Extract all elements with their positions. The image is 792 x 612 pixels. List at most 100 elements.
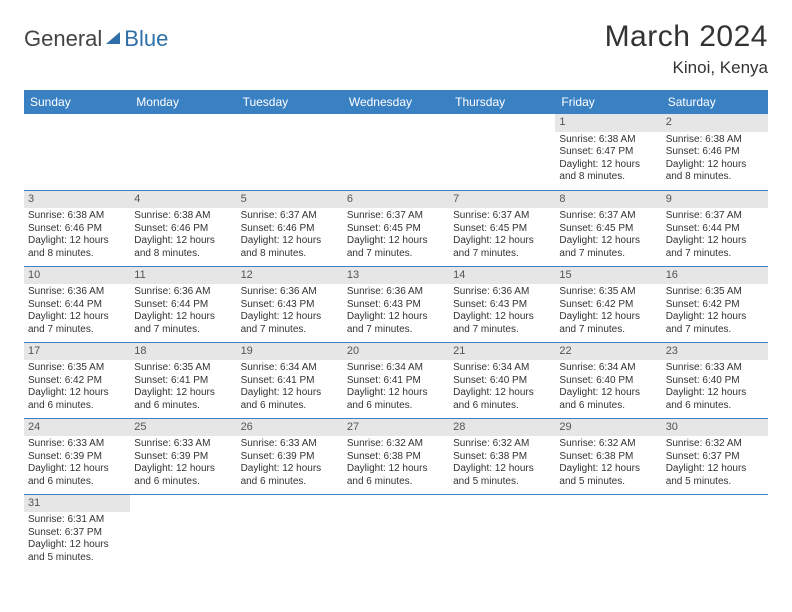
calendar-cell: 2 Sunrise: 6:38 AMSunset: 6:46 PMDaylight… — [662, 114, 768, 190]
calendar-cell: 14Sunrise: 6:36 AMSunset: 6:43 PMDayligh… — [449, 266, 555, 342]
logo-text-general: General — [24, 26, 102, 52]
calendar-cell: 22Sunrise: 6:34 AMSunset: 6:40 PMDayligh… — [555, 342, 661, 418]
calendar-cell: 16Sunrise: 6:35 AMSunset: 6:42 PMDayligh… — [662, 266, 768, 342]
calendar-cell — [343, 494, 449, 570]
title-block: March 2024 Kinoi, Kenya — [605, 20, 768, 78]
calendar-cell: 9Sunrise: 6:37 AMSunset: 6:44 PMDaylight… — [662, 190, 768, 266]
day-number: 31 — [24, 495, 130, 513]
calendar-cell: 15Sunrise: 6:35 AMSunset: 6:42 PMDayligh… — [555, 266, 661, 342]
day-details: Sunrise: 6:37 AMSunset: 6:44 PMDaylight:… — [666, 210, 764, 260]
calendar-cell: 10Sunrise: 6:36 AMSunset: 6:44 PMDayligh… — [24, 266, 130, 342]
day-details: Sunrise: 6:33 AMSunset: 6:40 PMDaylight:… — [666, 362, 764, 412]
weekday-header: Wednesday — [343, 90, 449, 114]
day-details: Sunrise: 6:36 AMSunset: 6:44 PMDaylight:… — [134, 286, 232, 336]
day-details: Sunrise: 6:35 AMSunset: 6:42 PMDaylight:… — [559, 286, 657, 336]
calendar-table: Sunday Monday Tuesday Wednesday Thursday… — [24, 90, 768, 570]
weekday-header: Saturday — [662, 90, 768, 114]
day-number: 13 — [343, 267, 449, 285]
day-details: Sunrise: 6:38 AMSunset: 6:46 PMDaylight:… — [28, 210, 126, 260]
day-number: 27 — [343, 419, 449, 437]
header: General Blue March 2024 Kinoi, Kenya — [24, 20, 768, 78]
day-number: 2 — [662, 114, 768, 132]
day-details: Sunrise: 6:34 AMSunset: 6:41 PMDaylight:… — [347, 362, 445, 412]
day-number: 28 — [449, 419, 555, 437]
day-number: 25 — [130, 419, 236, 437]
calendar-cell: 30Sunrise: 6:32 AMSunset: 6:37 PMDayligh… — [662, 418, 768, 494]
calendar-cell: 19Sunrise: 6:34 AMSunset: 6:41 PMDayligh… — [237, 342, 343, 418]
day-details: Sunrise: 6:33 AMSunset: 6:39 PMDaylight:… — [134, 438, 232, 488]
day-details: Sunrise: 6:35 AMSunset: 6:42 PMDaylight:… — [666, 286, 764, 336]
calendar-row: 17Sunrise: 6:35 AMSunset: 6:42 PMDayligh… — [24, 342, 768, 418]
calendar-cell — [343, 114, 449, 190]
day-details: Sunrise: 6:38 AMSunset: 6:46 PMDaylight:… — [666, 134, 764, 184]
day-number: 12 — [237, 267, 343, 285]
calendar-cell: 13Sunrise: 6:36 AMSunset: 6:43 PMDayligh… — [343, 266, 449, 342]
day-details: Sunrise: 6:36 AMSunset: 6:43 PMDaylight:… — [347, 286, 445, 336]
calendar-cell — [555, 494, 661, 570]
day-details: Sunrise: 6:38 AMSunset: 6:47 PMDaylight:… — [559, 134, 657, 184]
weekday-header: Friday — [555, 90, 661, 114]
day-details: Sunrise: 6:36 AMSunset: 6:43 PMDaylight:… — [241, 286, 339, 336]
day-details: Sunrise: 6:36 AMSunset: 6:43 PMDaylight:… — [453, 286, 551, 336]
calendar-cell: 26Sunrise: 6:33 AMSunset: 6:39 PMDayligh… — [237, 418, 343, 494]
weekday-header: Monday — [130, 90, 236, 114]
calendar-cell — [449, 114, 555, 190]
day-number: 29 — [555, 419, 661, 437]
day-details: Sunrise: 6:32 AMSunset: 6:38 PMDaylight:… — [453, 438, 551, 488]
day-number: 15 — [555, 267, 661, 285]
day-number: 26 — [237, 419, 343, 437]
calendar-row: 3Sunrise: 6:38 AMSunset: 6:46 PMDaylight… — [24, 190, 768, 266]
day-number: 20 — [343, 343, 449, 361]
calendar-cell: 11Sunrise: 6:36 AMSunset: 6:44 PMDayligh… — [130, 266, 236, 342]
day-number: 16 — [662, 267, 768, 285]
day-number: 11 — [130, 267, 236, 285]
day-details: Sunrise: 6:32 AMSunset: 6:37 PMDaylight:… — [666, 438, 764, 488]
day-details: Sunrise: 6:35 AMSunset: 6:41 PMDaylight:… — [134, 362, 232, 412]
calendar-cell: 24Sunrise: 6:33 AMSunset: 6:39 PMDayligh… — [24, 418, 130, 494]
day-number: 7 — [449, 191, 555, 209]
day-number: 6 — [343, 191, 449, 209]
calendar-cell: 23Sunrise: 6:33 AMSunset: 6:40 PMDayligh… — [662, 342, 768, 418]
day-details: Sunrise: 6:36 AMSunset: 6:44 PMDaylight:… — [28, 286, 126, 336]
calendar-cell: 27Sunrise: 6:32 AMSunset: 6:38 PMDayligh… — [343, 418, 449, 494]
calendar-cell: 5Sunrise: 6:37 AMSunset: 6:46 PMDaylight… — [237, 190, 343, 266]
weekday-header: Sunday — [24, 90, 130, 114]
weekday-header: Tuesday — [237, 90, 343, 114]
day-details: Sunrise: 6:34 AMSunset: 6:40 PMDaylight:… — [559, 362, 657, 412]
calendar-row: 24Sunrise: 6:33 AMSunset: 6:39 PMDayligh… — [24, 418, 768, 494]
calendar-cell: 31Sunrise: 6:31 AMSunset: 6:37 PMDayligh… — [24, 494, 130, 570]
calendar-cell: 28Sunrise: 6:32 AMSunset: 6:38 PMDayligh… — [449, 418, 555, 494]
day-details: Sunrise: 6:37 AMSunset: 6:45 PMDaylight:… — [559, 210, 657, 260]
calendar-cell: 6Sunrise: 6:37 AMSunset: 6:45 PMDaylight… — [343, 190, 449, 266]
day-number: 9 — [662, 191, 768, 209]
day-number: 3 — [24, 191, 130, 209]
day-number: 21 — [449, 343, 555, 361]
day-number: 18 — [130, 343, 236, 361]
day-number: 5 — [237, 191, 343, 209]
day-details: Sunrise: 6:38 AMSunset: 6:46 PMDaylight:… — [134, 210, 232, 260]
calendar-cell: 7Sunrise: 6:37 AMSunset: 6:45 PMDaylight… — [449, 190, 555, 266]
calendar-row: 1 Sunrise: 6:38 AMSunset: 6:47 PMDaylight… — [24, 114, 768, 190]
day-number: 10 — [24, 267, 130, 285]
day-number: 23 — [662, 343, 768, 361]
day-number: 30 — [662, 419, 768, 437]
weekday-header-row: Sunday Monday Tuesday Wednesday Thursday… — [24, 90, 768, 114]
day-details: Sunrise: 6:37 AMSunset: 6:46 PMDaylight:… — [241, 210, 339, 260]
day-details: Sunrise: 6:37 AMSunset: 6:45 PMDaylight:… — [453, 210, 551, 260]
calendar-cell: 3Sunrise: 6:38 AMSunset: 6:46 PMDaylight… — [24, 190, 130, 266]
day-details: Sunrise: 6:32 AMSunset: 6:38 PMDaylight:… — [347, 438, 445, 488]
calendar-cell: 1 Sunrise: 6:38 AMSunset: 6:47 PMDaylight… — [555, 114, 661, 190]
day-details: Sunrise: 6:32 AMSunset: 6:38 PMDaylight:… — [559, 438, 657, 488]
day-details: Sunrise: 6:34 AMSunset: 6:40 PMDaylight:… — [453, 362, 551, 412]
calendar-cell: 20Sunrise: 6:34 AMSunset: 6:41 PMDayligh… — [343, 342, 449, 418]
day-number: 14 — [449, 267, 555, 285]
logo-text-blue: Blue — [124, 26, 168, 52]
calendar-row: 10Sunrise: 6:36 AMSunset: 6:44 PMDayligh… — [24, 266, 768, 342]
logo: General Blue — [24, 20, 168, 52]
day-number: 19 — [237, 343, 343, 361]
calendar-cell: 18Sunrise: 6:35 AMSunset: 6:41 PMDayligh… — [130, 342, 236, 418]
calendar-cell — [449, 494, 555, 570]
calendar-cell — [237, 114, 343, 190]
day-number: 1 — [555, 114, 661, 132]
calendar-cell — [237, 494, 343, 570]
